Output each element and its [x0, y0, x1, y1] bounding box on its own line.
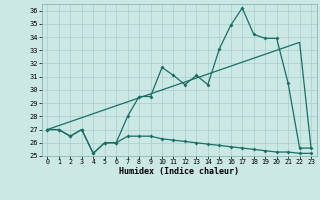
X-axis label: Humidex (Indice chaleur): Humidex (Indice chaleur) [119, 167, 239, 176]
